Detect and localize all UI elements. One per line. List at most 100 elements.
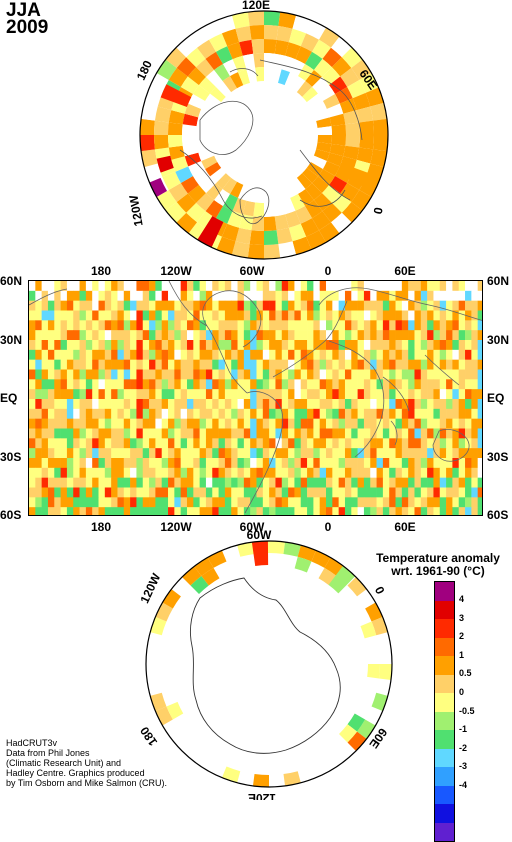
grid-cell <box>117 408 125 419</box>
grid-cell <box>389 369 396 380</box>
grid-cell <box>130 330 137 341</box>
grid-cell <box>275 379 283 390</box>
grid-cell <box>85 330 93 341</box>
grid-cell <box>256 290 264 301</box>
grid-cell <box>389 428 396 439</box>
polar-cell <box>194 557 214 576</box>
grid-cell <box>174 359 181 370</box>
grid-cell <box>41 477 49 488</box>
grid-cell <box>382 487 390 498</box>
grid-cell <box>433 438 441 449</box>
grid-cell <box>79 349 87 360</box>
grid-cell <box>370 477 377 488</box>
polar-cell <box>306 93 323 108</box>
grid-cell <box>92 349 99 360</box>
grid-cell <box>161 290 169 301</box>
grid-cell <box>300 497 308 508</box>
polar-cell <box>264 39 277 54</box>
polar-cell <box>165 201 187 223</box>
grid-cell <box>427 349 434 360</box>
grid-cell <box>300 330 308 341</box>
polar-cell <box>316 142 332 153</box>
grid-cell <box>54 458 61 469</box>
grid-cell <box>212 458 219 469</box>
grid-cell <box>73 408 80 419</box>
grid-cell <box>446 487 453 498</box>
grid-cell <box>256 458 264 469</box>
grid-cell <box>313 389 320 400</box>
grid-cell <box>471 408 478 419</box>
grid-cell <box>376 408 384 419</box>
polar-cell <box>339 98 357 114</box>
grid-cell <box>281 310 289 321</box>
grid-cell <box>294 290 302 301</box>
grid-cell <box>29 458 36 469</box>
polar-cell <box>341 47 363 69</box>
grid-cell <box>111 359 118 370</box>
grid-cell <box>212 330 219 341</box>
polar-cell <box>176 212 198 234</box>
grid-cell <box>123 340 131 351</box>
right-lat-label: 30N <box>487 333 510 347</box>
grid-cell <box>117 438 125 449</box>
grid-cell <box>452 369 460 380</box>
grid-cell <box>149 438 156 449</box>
grid-cell <box>41 418 49 429</box>
grid-cell <box>344 428 352 439</box>
grid-cell <box>389 389 396 400</box>
grid-cell <box>433 389 441 400</box>
polar-cell <box>345 135 360 148</box>
grid-cell <box>54 349 61 360</box>
grid-cell <box>414 300 422 311</box>
polar-cell <box>156 155 174 173</box>
grid-cell <box>458 497 466 508</box>
grid-cell <box>370 408 377 419</box>
polar-cell <box>322 94 340 109</box>
grid-cell <box>231 497 238 508</box>
grid-cell <box>458 458 466 469</box>
grid-cell <box>60 507 68 515</box>
grid-cell <box>332 379 339 390</box>
grid-cell <box>300 349 308 360</box>
grid-cell <box>395 418 403 429</box>
antarctica-outline <box>189 577 341 754</box>
grid-cell <box>414 281 422 292</box>
grid-cell <box>401 369 409 380</box>
grid-cell <box>458 399 466 410</box>
grid-cell <box>180 428 188 439</box>
grid-cell <box>231 340 238 351</box>
grid-cell <box>104 330 112 341</box>
grid-cell <box>41 467 49 478</box>
grid-cell <box>376 438 384 449</box>
grid-cell <box>92 408 99 419</box>
grid-cell <box>332 330 339 341</box>
grid-cell <box>54 418 61 429</box>
grid-cell <box>243 507 251 515</box>
polar-cell <box>230 181 244 198</box>
polar-cell <box>295 206 312 224</box>
grid-cell <box>332 340 339 351</box>
grid-cell <box>326 330 333 341</box>
grid-cell <box>104 477 112 488</box>
polar-cell <box>336 163 381 193</box>
legend-tick-label: 2 <box>459 631 465 642</box>
grid-cell <box>275 408 283 419</box>
grid-cell <box>224 408 232 419</box>
legend-tick-label: -2 <box>459 742 468 753</box>
grid-cell <box>231 310 238 321</box>
credit-line-5: by Tim Osborn and Mike Salmon (CRU). <box>6 778 168 788</box>
grid-cell <box>465 428 472 439</box>
bottom-lon-label: 120W <box>160 520 192 534</box>
grid-cell <box>262 438 270 449</box>
grid-cell <box>275 330 283 341</box>
grid-cell <box>363 281 371 292</box>
legend-tick-label: 0.5 <box>459 668 472 679</box>
grid-cell <box>161 467 169 478</box>
grid-cell <box>288 507 295 515</box>
polar-cell <box>277 69 291 86</box>
polar-cell <box>281 197 296 215</box>
grid-cell <box>420 290 428 301</box>
polar-cell <box>294 556 312 573</box>
grid-cell <box>212 389 219 400</box>
